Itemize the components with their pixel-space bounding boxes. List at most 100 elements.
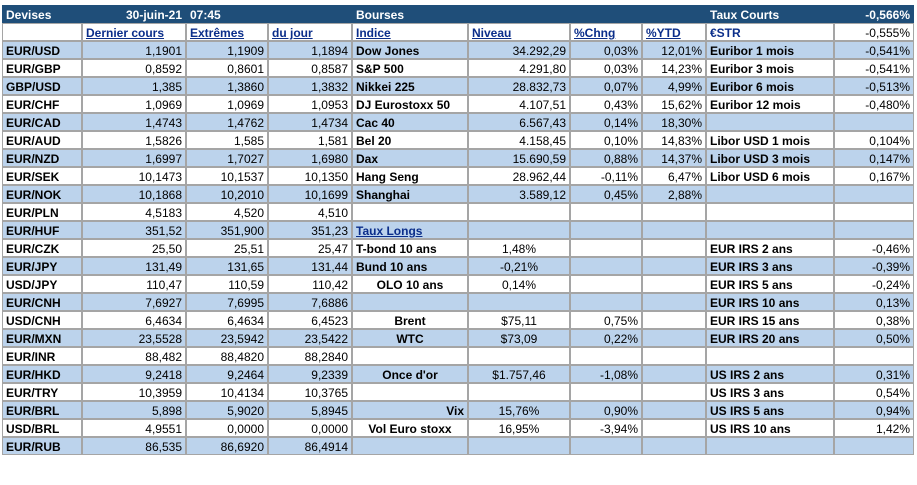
cell-extremes-high: 86,6920 (186, 437, 268, 455)
cell-taux-value: -0,541% (834, 59, 914, 77)
cell-chng (570, 383, 642, 401)
cell-ytd (642, 257, 706, 275)
cell-indice: Once d'or (352, 365, 468, 383)
cell-pair: EUR/MXN (2, 329, 82, 347)
cell-dernier-cours: 10,1473 (82, 167, 186, 185)
cell-extremes-low: 1,581 (268, 131, 352, 149)
cell-taux-value: 0,31% (834, 365, 914, 383)
cell-niveau: 15.690,59 (468, 149, 570, 167)
cell-ytd (642, 419, 706, 437)
header-blank-4 (642, 5, 706, 23)
cell-ytd: 6,47% (642, 167, 706, 185)
cell-extremes-low: 1,4734 (268, 113, 352, 131)
cell-chng (570, 221, 642, 239)
cell-niveau: 28.832,73 (468, 77, 570, 95)
header-date: 30-juin-21 (82, 5, 186, 23)
cell-indice: Shanghai (352, 185, 468, 203)
cell-extremes-low: 10,1350 (268, 167, 352, 185)
cell-dernier-cours: 110,47 (82, 275, 186, 293)
header-blank-2 (468, 5, 570, 23)
cell-dernier-cours: 0,8592 (82, 59, 186, 77)
cell-niveau: 1,48% (468, 239, 570, 257)
cell-taux-value: -0,480% (834, 95, 914, 113)
cell-dernier-cours: 23,5528 (82, 329, 186, 347)
cell-ytd: 18,30% (642, 113, 706, 131)
cell-niveau: $73,09 (468, 329, 570, 347)
cell-pair: EUR/NOK (2, 185, 82, 203)
cell-pair: EUR/BRL (2, 401, 82, 419)
cell-pair: USD/BRL (2, 419, 82, 437)
subheader-du-jour: du jour (268, 23, 352, 41)
cell-pair: USD/JPY (2, 275, 82, 293)
cell-chng (570, 203, 642, 221)
cell-taux-label (706, 185, 834, 203)
cell-taux-label (706, 203, 834, 221)
cell-chng (570, 437, 642, 455)
cell-ytd (642, 311, 706, 329)
cell-extremes-high: 23,5942 (186, 329, 268, 347)
cell-extremes-high: 10,2010 (186, 185, 268, 203)
cell-ytd: 14,37% (642, 149, 706, 167)
cell-ytd: 12,01% (642, 41, 706, 59)
cell-pair: EUR/CAD (2, 113, 82, 131)
cell-taux-value: 0,94% (834, 401, 914, 419)
cell-extremes-low: 1,1894 (268, 41, 352, 59)
cell-taux-label: US IRS 5 ans (706, 401, 834, 419)
cell-pair: EUR/USD (2, 41, 82, 59)
cell-extremes-low: 10,1699 (268, 185, 352, 203)
cell-extremes-low: 1,0953 (268, 95, 352, 113)
subheader-blank (2, 23, 82, 41)
cell-taux-label (706, 347, 834, 365)
cell-taux-value (834, 113, 914, 131)
cell-taux-label: EUR IRS 5 ans (706, 275, 834, 293)
cell-dernier-cours: 6,4634 (82, 311, 186, 329)
cell-niveau: $75,11 (468, 311, 570, 329)
subheader-indice: Indice (352, 23, 468, 41)
cell-chng: 0,75% (570, 311, 642, 329)
cell-indice (352, 293, 468, 311)
cell-ytd (642, 383, 706, 401)
cell-indice (352, 203, 468, 221)
cell-pair: EUR/SEK (2, 167, 82, 185)
cell-extremes-high: 0,0000 (186, 419, 268, 437)
cell-niveau: 34.292,29 (468, 41, 570, 59)
cell-extremes-low: 0,8587 (268, 59, 352, 77)
subheader-niveau: Niveau (468, 23, 570, 41)
cell-taux-label: Euribor 6 mois (706, 77, 834, 95)
cell-chng: 0,45% (570, 185, 642, 203)
cell-indice (352, 383, 468, 401)
cell-extremes-high: 10,4134 (186, 383, 268, 401)
cell-taux-value: 0,104% (834, 131, 914, 149)
cell-taux-label (706, 221, 834, 239)
cell-ytd (642, 347, 706, 365)
cell-taux-value: 1,42% (834, 419, 914, 437)
cell-taux-value (834, 203, 914, 221)
cell-dernier-cours: 1,0969 (82, 95, 186, 113)
cell-ytd (642, 203, 706, 221)
cell-dernier-cours: 10,3959 (82, 383, 186, 401)
cell-pair: EUR/GBP (2, 59, 82, 77)
header-devises: Devises (2, 5, 82, 23)
cell-taux-value: -0,46% (834, 239, 914, 257)
cell-indice: WTC (352, 329, 468, 347)
cell-chng: 0,88% (570, 149, 642, 167)
cell-extremes-high: 0,8601 (186, 59, 268, 77)
cell-extremes-low: 7,6886 (268, 293, 352, 311)
cell-taux-label: EUR IRS 10 ans (706, 293, 834, 311)
header-blank-1 (268, 5, 352, 23)
cell-niveau (468, 221, 570, 239)
cell-extremes-low: 110,42 (268, 275, 352, 293)
cell-extremes-high: 110,59 (186, 275, 268, 293)
cell-ytd: 15,62% (642, 95, 706, 113)
cell-extremes-high: 4,520 (186, 203, 268, 221)
cell-indice: OLO 10 ans (352, 275, 468, 293)
cell-extremes-low: 4,510 (268, 203, 352, 221)
cell-taux-value: 0,147% (834, 149, 914, 167)
cell-ytd (642, 239, 706, 257)
cell-pair: GBP/USD (2, 77, 82, 95)
cell-ytd (642, 221, 706, 239)
cell-niveau: 6.567,43 (468, 113, 570, 131)
cell-pair: EUR/CNH (2, 293, 82, 311)
header-time: 07:45 (186, 5, 268, 23)
cell-indice: Vix (352, 401, 468, 419)
